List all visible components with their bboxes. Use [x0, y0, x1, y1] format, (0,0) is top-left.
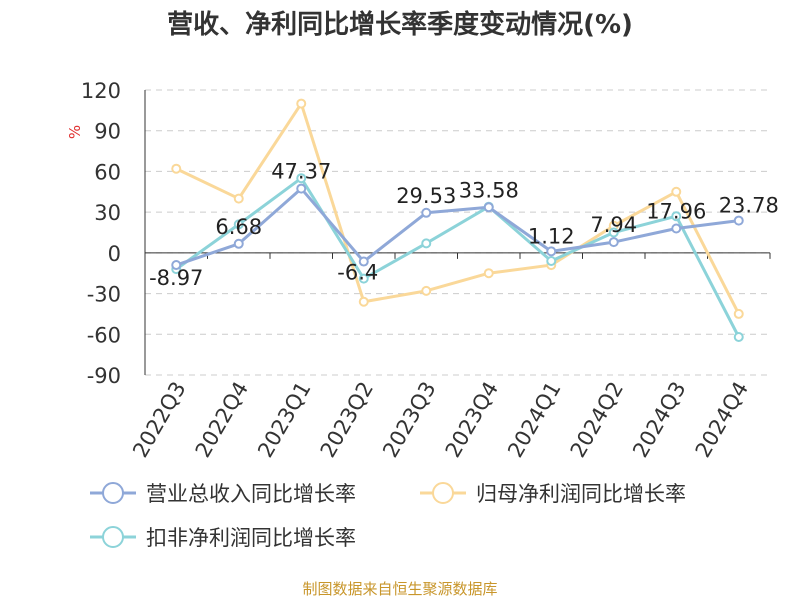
- data-label: 17.96: [646, 199, 706, 223]
- legend-swatch-marker: [432, 482, 454, 504]
- x-tick-label: 2023Q1: [253, 378, 315, 462]
- legend-swatch-marker: [102, 482, 124, 504]
- data-point: [358, 296, 369, 307]
- data-point: [296, 98, 307, 109]
- data-point: [608, 227, 619, 238]
- x-tick-label: 2024Q3: [628, 378, 690, 462]
- y-axis-label: %: [66, 125, 84, 139]
- x-tick-label: 2022Q4: [191, 378, 253, 462]
- x-tick-label: 2023Q4: [441, 378, 503, 462]
- data-point: [358, 256, 369, 267]
- y-tick-label: -90: [87, 364, 121, 388]
- data-point: [671, 186, 682, 197]
- data-point: [421, 285, 432, 296]
- x-tick-label: 2024Q2: [566, 378, 628, 462]
- data-point: [483, 202, 494, 213]
- data-point: [296, 183, 307, 194]
- data-label: 47.37: [271, 160, 331, 184]
- data-point: [421, 207, 432, 218]
- data-point: [733, 332, 744, 342]
- data-point: [233, 219, 244, 230]
- y-tick-label: -60: [87, 323, 121, 347]
- data-label: 6.68: [215, 215, 262, 239]
- x-tick-label: 2023Q3: [378, 378, 440, 462]
- x-tick-label: 2024Q1: [503, 378, 565, 462]
- data-label: 29.53: [396, 184, 456, 208]
- data-point: [233, 193, 244, 204]
- y-tick-label: -30: [87, 283, 121, 307]
- data-label: 7.94: [590, 213, 637, 237]
- x-tick-label: 2024Q4: [691, 378, 753, 462]
- data-point: [546, 246, 557, 257]
- data-label: -6.4: [337, 261, 378, 285]
- data-point: [358, 273, 369, 284]
- x-tick-label: 2023Q2: [316, 378, 378, 462]
- legend-swatch-marker: [102, 526, 124, 548]
- data-label: 33.58: [459, 178, 519, 202]
- y-tick-label: 90: [94, 120, 121, 144]
- legend-label: 归母净利润同比增长率: [476, 482, 686, 506]
- series-line: [175, 176, 741, 338]
- data-point: [171, 260, 182, 271]
- data-point: [671, 223, 682, 234]
- data-point: [483, 268, 494, 279]
- data-point: [733, 308, 744, 319]
- y-tick-label: 60: [94, 160, 121, 184]
- chart-title: 营收、净利同比增长率季度变动情况(%): [167, 10, 633, 40]
- data-point: [296, 173, 307, 184]
- legend-label: 营业总收入同比增长率: [146, 482, 356, 506]
- x-tick-label: 2022Q3: [128, 378, 190, 462]
- data-point: [171, 163, 182, 174]
- data-point: [671, 211, 682, 222]
- data-label: -8.97: [149, 266, 203, 290]
- y-tick-label: 30: [94, 201, 121, 225]
- data-label: 1.12: [528, 224, 575, 248]
- data-label: 23.78: [719, 194, 779, 218]
- data-point: [233, 238, 244, 249]
- data-point: [546, 256, 557, 266]
- data-point: [421, 238, 432, 249]
- y-tick-label: 120: [81, 79, 121, 103]
- source-note: 制图数据来自恒生聚源数据库: [302, 580, 498, 598]
- data-point: [608, 237, 619, 248]
- legend-label: 扣非净利润同比增长率: [146, 526, 356, 550]
- series-line: [175, 187, 739, 267]
- data-point: [733, 215, 744, 226]
- y-tick-label: 0: [108, 242, 121, 266]
- series-line: [175, 102, 741, 315]
